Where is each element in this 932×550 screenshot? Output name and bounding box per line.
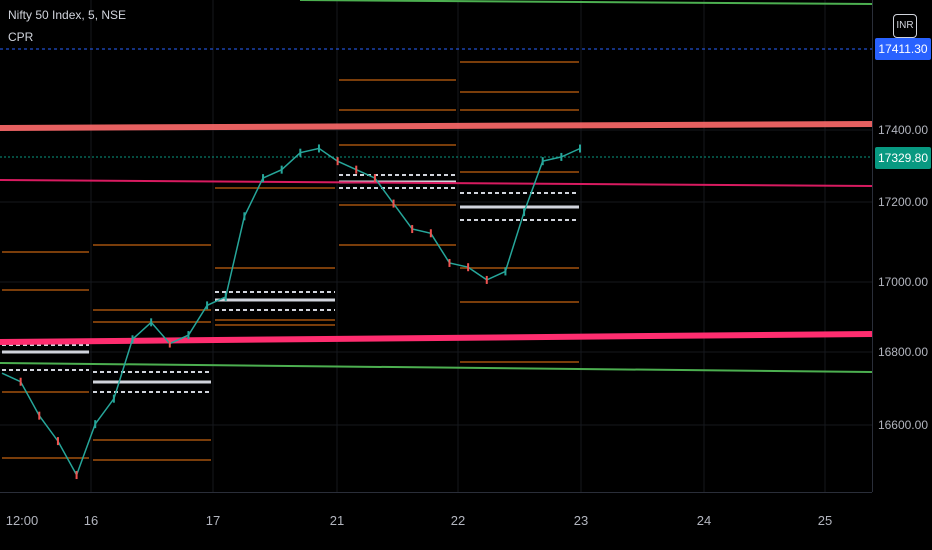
price-tick: 17400.00 bbox=[877, 123, 928, 137]
price-tick: 16600.00 bbox=[877, 418, 928, 432]
price-chart[interactable] bbox=[0, 0, 872, 492]
time-tick: 24 bbox=[696, 513, 712, 528]
currency-badge[interactable]: INR bbox=[893, 14, 917, 38]
time-tick: 22 bbox=[450, 513, 466, 528]
resistance-trendline-2 bbox=[0, 179, 872, 187]
support-trendline bbox=[0, 331, 872, 345]
resistance-trendline bbox=[0, 121, 872, 131]
time-tick: 25 bbox=[817, 513, 833, 528]
time-tick: 17 bbox=[205, 513, 221, 528]
chart-area[interactable]: Nifty 50 Index, 5, NSE CPR bbox=[0, 0, 872, 492]
time-tick: 23 bbox=[573, 513, 589, 528]
symbol-legend[interactable]: Nifty 50 Index, 5, NSE bbox=[8, 8, 127, 22]
price-tick: 16800.00 bbox=[877, 345, 928, 359]
price-tick: 17200.00 bbox=[877, 195, 928, 209]
price-axis[interactable]: 17411.30 INR 17400.00 17329.80 17200.00 … bbox=[872, 0, 932, 492]
uptrend-line-top bbox=[299, 0, 872, 5]
time-axis[interactable]: 12:00 16 17 21 22 23 24 25 bbox=[0, 492, 872, 550]
time-tick: 16 bbox=[83, 513, 99, 528]
top-price-label: 17411.30 bbox=[875, 38, 931, 60]
price-tick: 17000.00 bbox=[877, 275, 928, 289]
time-tick: 12:00 bbox=[5, 513, 39, 528]
indicator-legend[interactable]: CPR bbox=[8, 30, 34, 44]
time-tick: 21 bbox=[329, 513, 345, 528]
uptrend-line bbox=[0, 362, 872, 373]
price-series-line bbox=[1, 147, 581, 477]
last-price-badge: 17329.80 bbox=[875, 147, 931, 169]
